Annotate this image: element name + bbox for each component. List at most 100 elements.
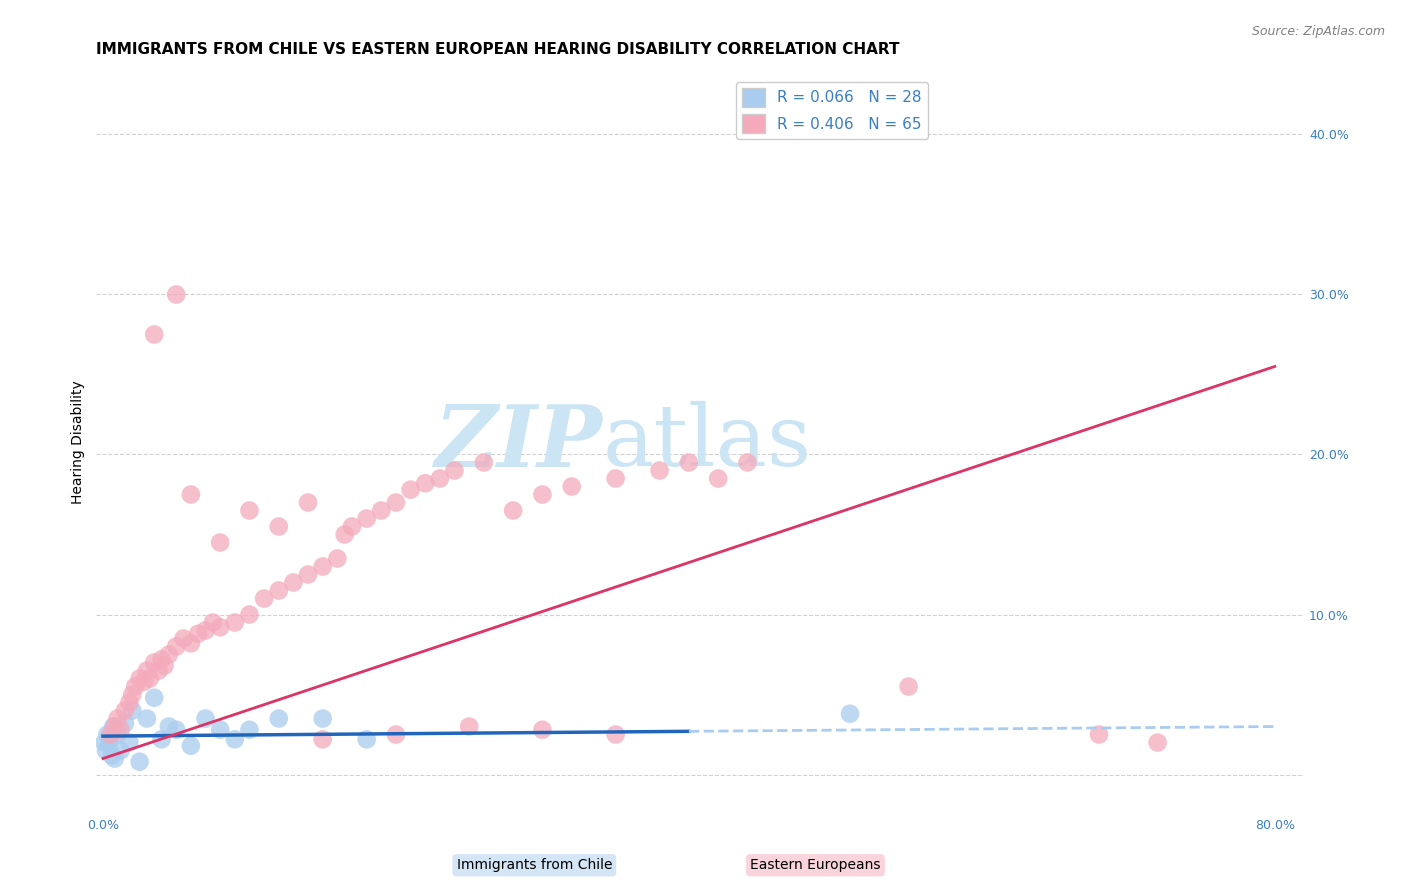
Point <box>148 664 170 678</box>
Point <box>104 719 127 733</box>
Point <box>201 615 224 630</box>
Point <box>340 519 363 533</box>
Point <box>1088 727 1111 741</box>
Text: IMMIGRANTS FROM CHILE VS EASTERN EUROPEAN HEARING DISABILITY CORRELATION CHART: IMMIGRANTS FROM CHILE VS EASTERN EUROPEA… <box>96 42 900 57</box>
Point <box>326 551 349 566</box>
Y-axis label: Hearing Disability: Hearing Disability <box>72 381 86 504</box>
Point <box>98 732 121 747</box>
Point <box>333 527 356 541</box>
Point <box>107 727 129 741</box>
Text: Eastern Europeans: Eastern Europeans <box>751 858 880 872</box>
Point <box>143 327 166 342</box>
Point <box>531 487 554 501</box>
Text: Source: ZipAtlas.com: Source: ZipAtlas.com <box>1251 25 1385 38</box>
Text: Immigrants from Chile: Immigrants from Chile <box>457 858 612 872</box>
Point <box>118 696 141 710</box>
Point <box>356 732 378 747</box>
Point <box>180 487 202 501</box>
Point <box>312 712 335 726</box>
Point <box>121 704 143 718</box>
Point <box>678 455 700 469</box>
Point <box>224 615 246 630</box>
Point <box>399 483 422 497</box>
Point <box>312 559 335 574</box>
Point <box>839 706 862 721</box>
Point <box>94 743 117 757</box>
Point <box>97 739 120 753</box>
Point <box>150 652 173 666</box>
Point <box>180 636 202 650</box>
Point <box>605 727 627 741</box>
Point <box>194 624 217 638</box>
Point <box>180 739 202 753</box>
Point <box>114 716 136 731</box>
Point <box>385 495 408 509</box>
Point <box>143 690 166 705</box>
Point <box>118 735 141 749</box>
Text: ZIP: ZIP <box>436 401 603 484</box>
Text: atlas: atlas <box>603 401 813 484</box>
Point <box>194 712 217 726</box>
Point <box>283 575 305 590</box>
Point <box>238 503 260 517</box>
Point <box>267 583 290 598</box>
Point <box>107 712 129 726</box>
Point <box>128 755 150 769</box>
Point <box>165 287 187 301</box>
Point <box>157 719 180 733</box>
Point <box>187 626 209 640</box>
Point <box>238 607 260 622</box>
Point <box>737 455 759 469</box>
Point <box>224 732 246 747</box>
Point <box>93 735 115 749</box>
Point <box>124 680 146 694</box>
Point <box>385 727 408 741</box>
Point <box>135 712 157 726</box>
Point <box>165 723 187 737</box>
Point <box>297 567 319 582</box>
Point <box>98 727 121 741</box>
Point <box>96 727 118 741</box>
Point <box>114 704 136 718</box>
Point <box>707 471 730 485</box>
Point <box>267 712 290 726</box>
Point <box>605 471 627 485</box>
Point <box>297 495 319 509</box>
Point <box>150 732 173 747</box>
Point <box>121 688 143 702</box>
Point <box>132 674 155 689</box>
Point <box>209 620 232 634</box>
Point <box>143 656 166 670</box>
Point <box>135 664 157 678</box>
Point <box>103 719 125 733</box>
Point <box>429 471 451 485</box>
Point <box>458 719 481 733</box>
Point <box>561 479 583 493</box>
Legend: R = 0.066   N = 28, R = 0.406   N = 65: R = 0.066 N = 28, R = 0.406 N = 65 <box>735 82 928 139</box>
Point <box>139 672 162 686</box>
Point <box>356 511 378 525</box>
Point <box>100 748 122 763</box>
Point <box>104 751 127 765</box>
Point <box>267 519 290 533</box>
Point <box>443 463 465 477</box>
Point <box>531 723 554 737</box>
Point <box>648 463 671 477</box>
Point <box>165 640 187 654</box>
Point <box>370 503 392 517</box>
Point <box>110 743 132 757</box>
Point <box>209 723 232 737</box>
Point <box>897 680 920 694</box>
Point <box>238 723 260 737</box>
Point <box>128 672 150 686</box>
Point <box>253 591 276 606</box>
Point <box>312 732 335 747</box>
Point <box>472 455 495 469</box>
Point <box>502 503 524 517</box>
Point <box>173 632 195 646</box>
Point <box>413 476 436 491</box>
Point <box>110 723 132 737</box>
Point <box>157 648 180 662</box>
Point <box>209 535 232 549</box>
Point <box>1146 735 1168 749</box>
